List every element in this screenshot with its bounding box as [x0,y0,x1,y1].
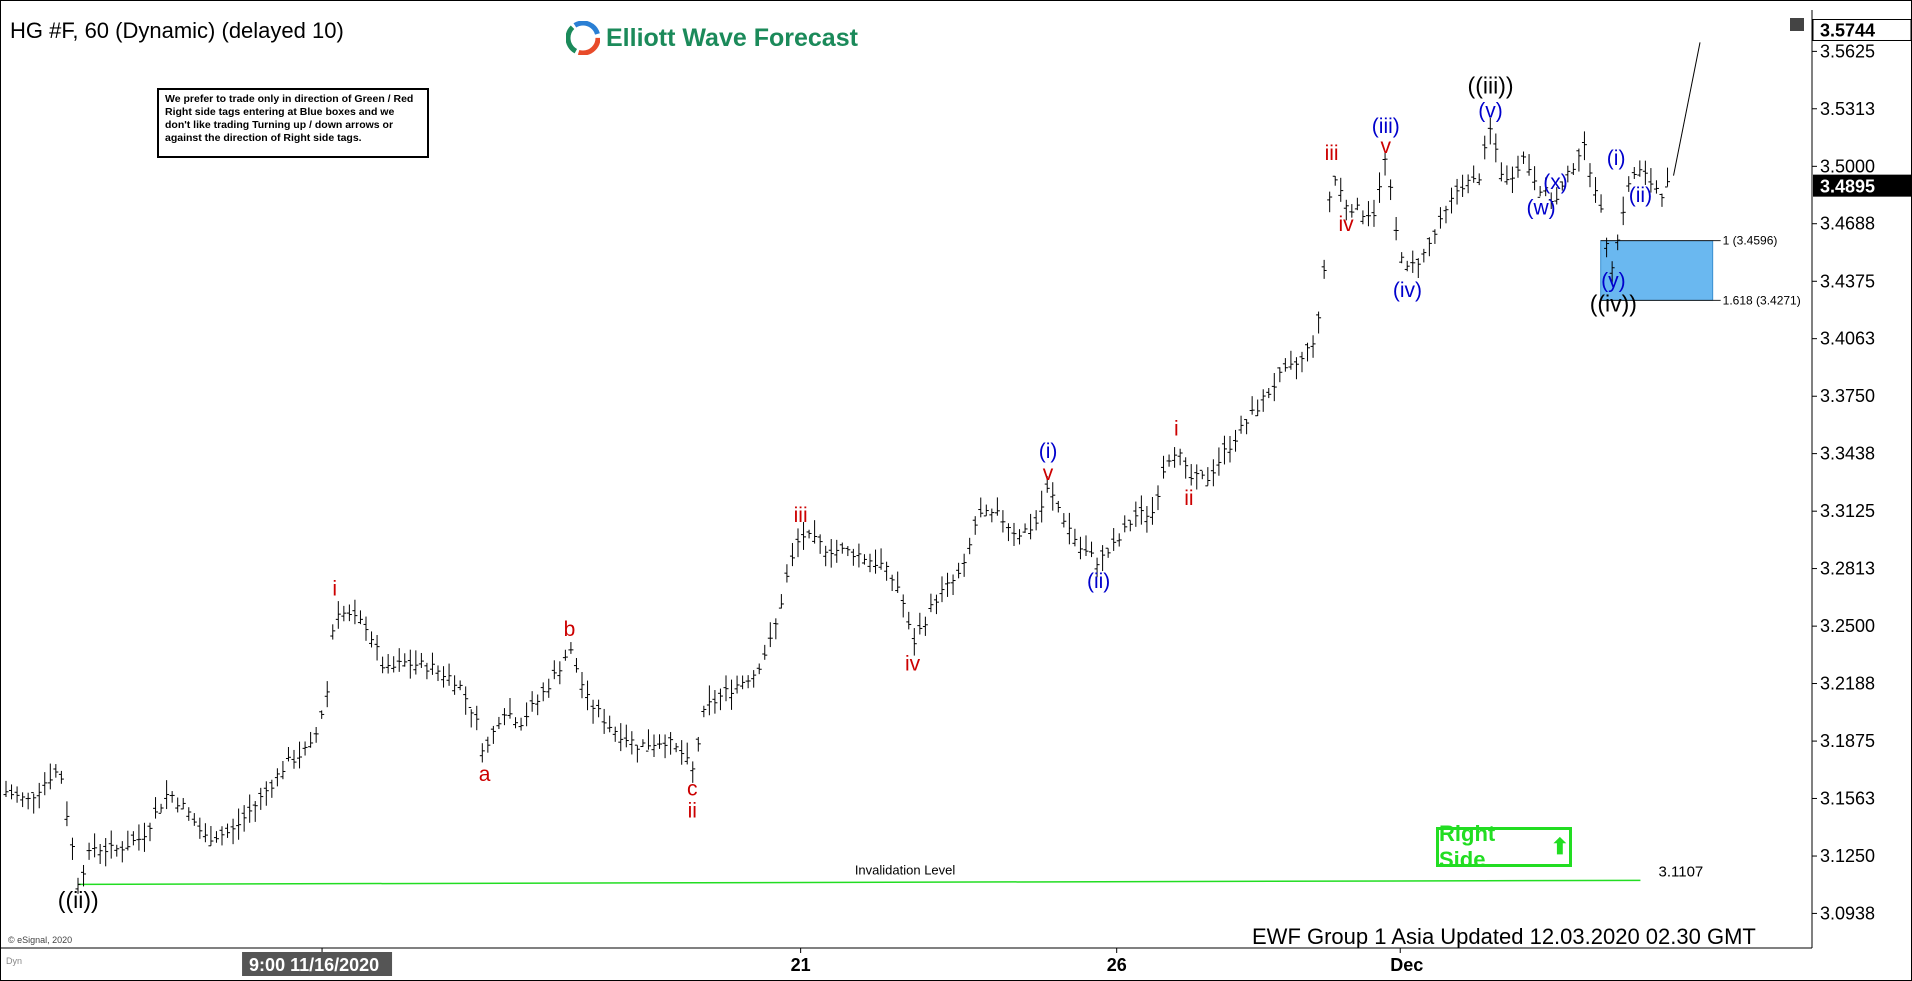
wave-label: (i) [1039,440,1058,463]
y-tick-label: 3.1250 [1820,846,1875,866]
x-tick-label: 21 [791,955,811,975]
y-tick-label: 3.1875 [1820,731,1875,751]
y-tick-label: 3.5625 [1820,41,1875,61]
wave-label: iv [1338,213,1354,236]
wave-label: ii [688,799,697,822]
x-tick-highlight [242,952,393,976]
projection-line [1673,42,1701,176]
update-note: EWF Group 1 Asia Updated 12.03.2020 02.3… [1252,924,1756,949]
wave-label: i [332,578,337,601]
x-tick-label: 26 [1107,955,1127,975]
y-tick-label: 3.1563 [1820,788,1875,808]
copyright-text: © eSignal, 2020 [8,935,73,945]
invalidation-line [78,879,1641,886]
window-restore-icon[interactable] [1790,18,1804,31]
wave-label: ((iii)) [1468,73,1514,99]
wave-label: ((iv)) [1590,290,1637,316]
y-tick-label: 3.2813 [1820,559,1875,579]
brand-name: Elliott Wave Forecast [606,23,858,52]
wave-label: (iv) [1393,279,1422,302]
symbol-title: HG #F, 60 (Dynamic) (delayed 10) [10,18,344,43]
wave-label: v [1381,135,1392,158]
up-arrow-icon: ⬆ [1550,834,1569,859]
wave-label: (iii) [1372,115,1400,138]
y-tick-label: 3.3750 [1820,386,1875,406]
last-price-label: 3.4895 [1820,177,1875,197]
y-tick-label: 3.3438 [1820,444,1875,464]
y-tick-label: 3.5000 [1820,156,1875,176]
blue-box [1600,240,1714,301]
trading-note: We prefer to trade only in direction of … [157,88,429,158]
wave-label: (i) [1607,147,1626,170]
wave-label: iii [1325,142,1339,165]
right-side-label: Right Side [1439,821,1496,872]
fib-level-label: 1 (3.4596) [1723,234,1778,248]
y-tick-label: 3.5313 [1820,99,1875,119]
top-price-tag [1812,18,1912,41]
wave-label: (w) [1527,196,1556,219]
wave-label: ii [1184,487,1193,510]
right-side-tag: Right Side ⬆ [1436,821,1572,872]
dyn-label: Dyn [6,956,23,966]
wave-label: i [1174,418,1179,441]
y-tick-label: 3.4063 [1820,329,1875,349]
wave-label: c [687,777,698,800]
wave-label: (v) [1478,100,1503,123]
last-price-tag [1813,174,1912,197]
invalidation-value: 3.1107 [1658,863,1703,880]
wave-label: (y) [1601,269,1626,292]
y-tick-label: 3.2500 [1820,616,1875,636]
wave-label: (x) [1543,171,1568,194]
wave-label: b [564,618,576,641]
x-tick-label: Dec [1390,955,1423,975]
y-tick-label: 3.3125 [1820,501,1875,521]
invalidation-label: Invalidation Level [855,862,956,877]
y-tick-label: 3.0938 [1820,903,1875,923]
wave-label: a [479,763,491,786]
wave-label: (ii) [1629,184,1652,207]
x-tick-label: 9:00 11/16/2020 [249,955,379,975]
top-price-label: 3.5744 [1820,20,1875,40]
y-tick-label: 3.4688 [1820,214,1875,234]
fib-level-label: 1.618 (3.4271) [1723,293,1801,307]
wave-label: iii [794,504,808,527]
y-tick-label: 3.4375 [1820,271,1875,291]
wave-label: ((ii)) [58,887,99,913]
wave-label: v [1043,462,1054,485]
wave-label: (ii) [1087,570,1110,593]
y-tick-label: 3.2188 [1820,674,1875,694]
brand-swirl-icon [566,21,600,55]
brand-logo: Elliott Wave Forecast [566,20,858,56]
wave-label: iv [905,653,921,676]
